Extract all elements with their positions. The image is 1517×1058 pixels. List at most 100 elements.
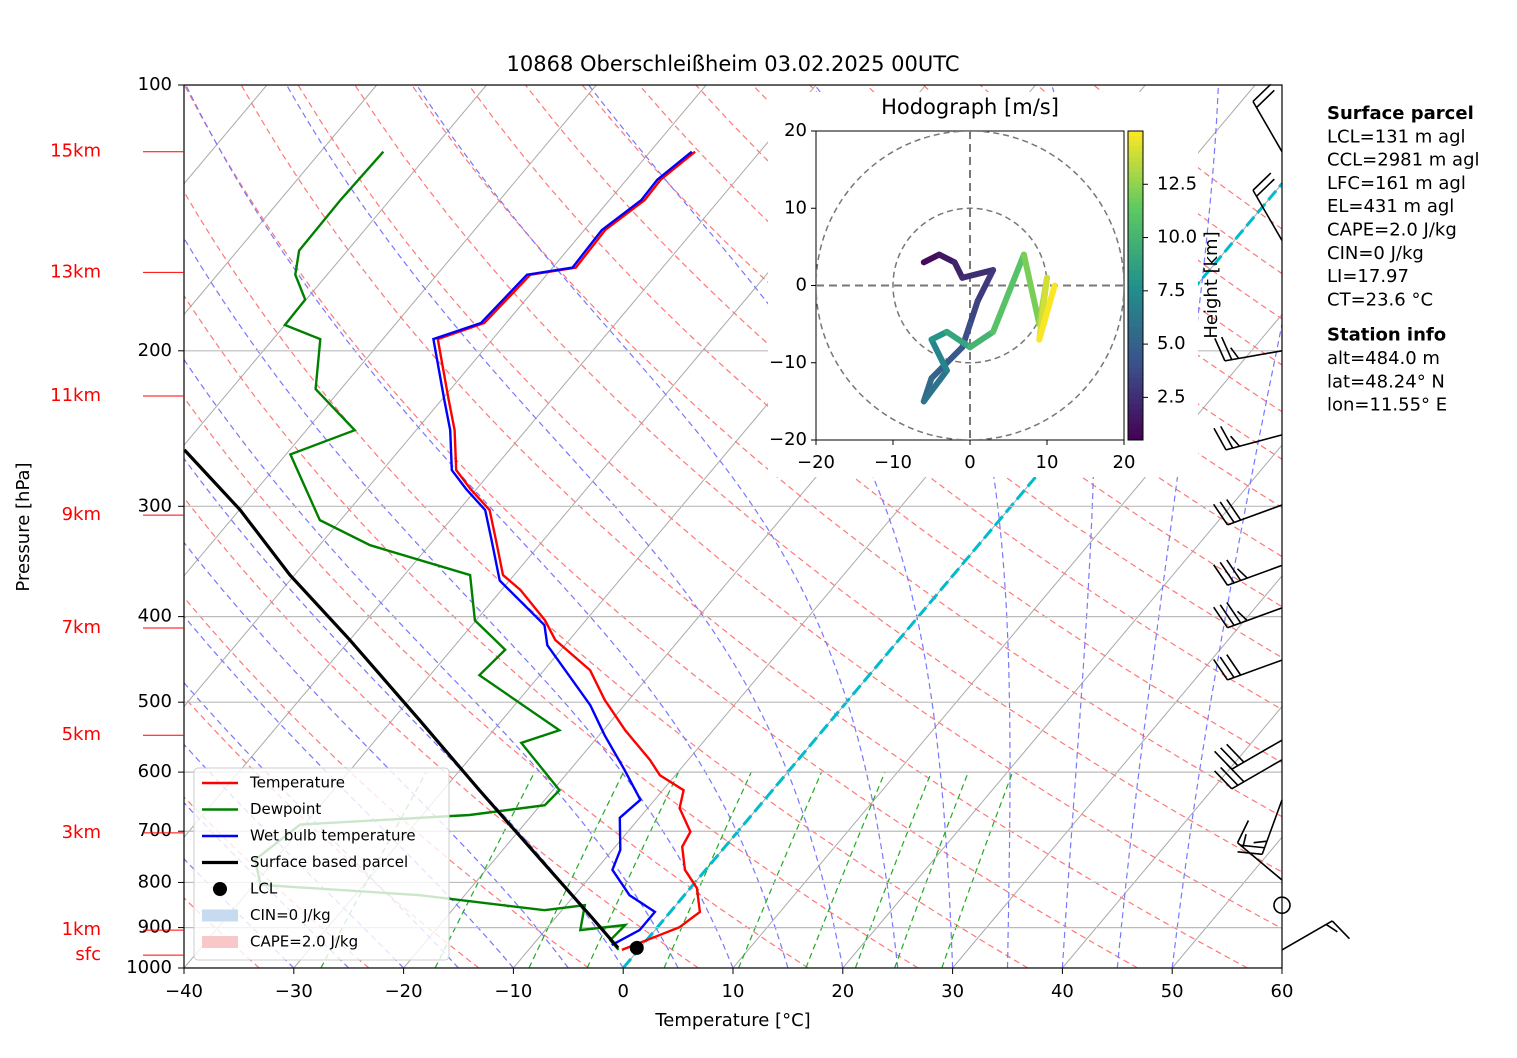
info-line: CIN=0 J/kg [1327, 243, 1424, 264]
freezing-isotherm [622, 181, 1282, 968]
isotherm [842, 444, 1282, 968]
mixing-ratio-line [894, 771, 969, 968]
x-tick-label: 40 [1051, 981, 1074, 1002]
hodo-frame [815, 130, 1125, 441]
height-label: 13km [50, 261, 101, 282]
legend-marker [213, 882, 227, 896]
legend-label: Surface based parcel [250, 853, 408, 871]
hodo-segment [959, 267, 997, 281]
height-label: 11km [50, 385, 101, 406]
moist-adiabat [184, 358, 679, 968]
isotherm [952, 575, 1282, 968]
y-tick-label: 500 [138, 691, 172, 712]
profile-line [432, 150, 693, 947]
dry-adiabat [240, 85, 1248, 968]
wind-barb [1212, 499, 1283, 526]
moist-adiabat [1171, 321, 1282, 968]
colorbar-cell [1128, 347, 1143, 353]
hodo-title: Hodograph [m/s] [881, 95, 1059, 119]
hodo-x-tick-label: 20 [1113, 452, 1136, 473]
height-label: 3km [62, 822, 101, 843]
legend-label: LCL [250, 880, 278, 898]
colorbar-cell [1128, 228, 1143, 235]
chart-title: 10868 Oberschleißheim 03.02.2025 00UTC [507, 52, 960, 76]
x-tick-label: 30 [941, 981, 964, 1002]
y-tick-label: 400 [138, 606, 172, 627]
colorbar-frame [1127, 130, 1144, 441]
isotherm [1062, 705, 1282, 968]
colorbar-cell [1128, 311, 1143, 317]
colorbar-cell [1128, 177, 1143, 183]
mixing-ratio-line [854, 771, 932, 968]
info-heading: Station info [1327, 325, 1446, 346]
colorbar-cell [1128, 367, 1143, 374]
colorbar-cell [1128, 403, 1143, 410]
hodo-x-tick-label: −10 [874, 452, 912, 473]
wind-barb [1214, 336, 1283, 362]
moist-adiabat [286, 85, 844, 968]
hodo-segment [928, 336, 950, 374]
moist-adiabat [416, 85, 899, 968]
profile-line [436, 150, 702, 952]
colorbar-cell [1128, 239, 1143, 245]
info-line: CCL=2981 m agl [1327, 150, 1480, 171]
wind-barb [1273, 896, 1291, 915]
colorbar-cell [1128, 321, 1143, 328]
dry-adiabat [184, 696, 480, 968]
hodo-plot [816, 131, 1124, 440]
info-line: lon=11.55° E [1327, 395, 1447, 416]
y-tick-label: 300 [138, 495, 172, 516]
wind-barb [1252, 83, 1283, 153]
wind-barb [1212, 654, 1283, 681]
moist-adiabat [185, 85, 789, 968]
colorbar-cell [1128, 213, 1143, 220]
hodo-y-tick-label: 10 [784, 197, 807, 218]
colorbar-cell [1128, 187, 1143, 194]
x-tick-label: 60 [1271, 981, 1294, 1002]
y-tick-label: 1000 [126, 957, 172, 978]
colorbar-cell [1128, 316, 1143, 323]
colorbar-cell [1128, 383, 1143, 389]
colorbar-cell [1128, 167, 1143, 173]
dry-adiabat [184, 496, 699, 968]
hodo-segment [943, 328, 973, 351]
colorbar-cell [1128, 249, 1143, 256]
height-label: 15km [50, 141, 101, 162]
legend-label: CIN=0 J/kg [250, 906, 331, 924]
wind-barb [1237, 799, 1283, 856]
colorbar-cell [1128, 192, 1143, 199]
colorbar-cell [1128, 264, 1143, 271]
x-tick-label: 50 [1161, 981, 1184, 1002]
dry-adiabat [411, 85, 1282, 818]
colorbar-cell [1128, 352, 1143, 359]
colorbar-cell [1128, 419, 1143, 426]
dry-adiabat [354, 85, 1282, 873]
hodo-x-tick-label: 10 [1036, 452, 1059, 473]
colorbar-tick-label: 2.5 [1157, 386, 1186, 407]
colorbar-cell [1128, 357, 1143, 364]
hodo-segment [967, 297, 981, 328]
colorbar-cell [1128, 151, 1143, 158]
colorbar-cell [1128, 234, 1143, 240]
hodo-segment [974, 267, 997, 304]
y-tick-label: 100 [138, 74, 172, 95]
height-label: 9km [62, 504, 101, 525]
colorbar-cell [1128, 197, 1143, 204]
hodo-segment [943, 344, 966, 366]
mixing-ratio-line [663, 771, 752, 968]
isotherm [184, 85, 487, 446]
colorbar-cell [1128, 331, 1143, 338]
height-label: sfc [75, 944, 101, 965]
x-tick-label: 10 [722, 981, 745, 1002]
colorbar-label: Height [km] [1201, 231, 1222, 338]
colorbar-cell [1128, 429, 1143, 436]
wind-barb [1252, 172, 1283, 241]
mixing-ratio-line [586, 771, 680, 968]
colorbar-tick-label: 12.5 [1157, 173, 1197, 194]
moist-adiabat [184, 615, 514, 968]
mixing-ratio-line [738, 771, 823, 968]
moist-adiabat [184, 681, 459, 968]
colorbar-cell [1128, 337, 1143, 343]
